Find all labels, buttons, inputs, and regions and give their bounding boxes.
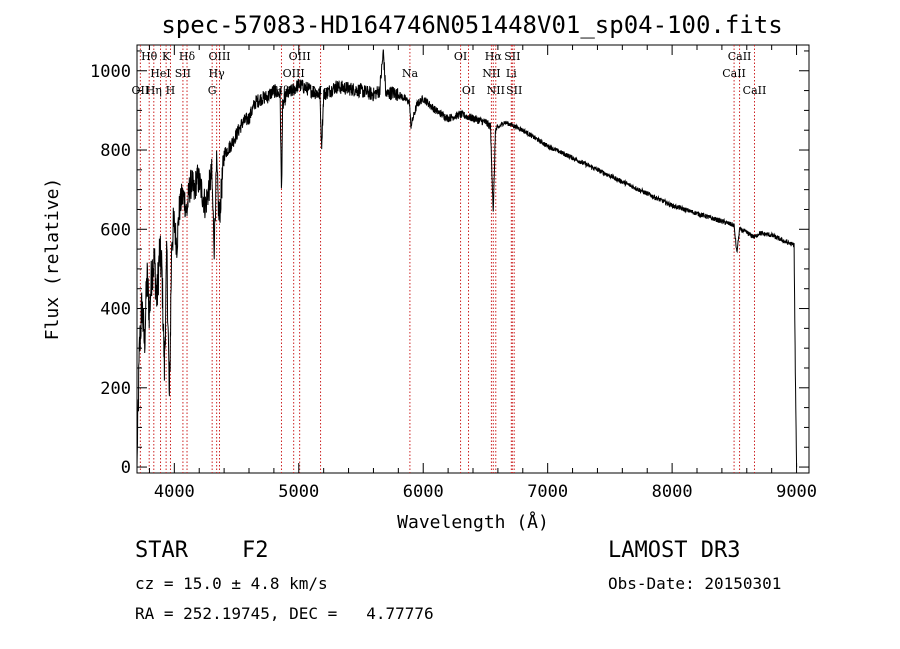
line-label-17: OI (462, 84, 475, 97)
chart-title: spec-57083-HD164746N051448V01_sp04-100.f… (161, 11, 782, 39)
line-label-6: H (166, 84, 176, 97)
line-label-14: Mg (311, 84, 329, 97)
line-label-15: Na (402, 67, 419, 80)
line-label-23: SII (506, 84, 522, 97)
flux-series (136, 49, 798, 468)
survey-name: LAMOST DR3 (608, 538, 741, 563)
y-axis-label: Flux (relative) (42, 178, 63, 341)
object-subclass: F2 (242, 538, 269, 563)
line-label-2: HeI (150, 67, 170, 80)
y-tick-label-0: 0 (121, 458, 131, 478)
y-tick-label-5: 1000 (90, 62, 131, 82)
x-axis-label: Wavelength (Å) (397, 511, 549, 533)
line-label-5: SII (175, 67, 191, 80)
line-label-11: OIII (289, 50, 311, 63)
x-tick-label-4: 8000 (652, 482, 693, 502)
line-label-1: OII (132, 84, 150, 97)
flux-line (136, 49, 798, 468)
x-tick-label-2: 6000 (403, 482, 444, 502)
line-label-3: Hη (146, 84, 162, 97)
y-tick-label-3: 600 (100, 220, 131, 240)
coordinates: RA = 252.19745, DEC = 4.77776 (135, 604, 434, 623)
line-label-4: K (162, 50, 171, 63)
y-tick-label-2: 400 (100, 300, 131, 320)
x-tick-label-0: 4000 (154, 482, 195, 502)
axis-ticks: 4000 5000 6000 7000 8000 9000 0 200 400 600 800 100… (90, 45, 817, 502)
object-class: STAR (135, 538, 188, 563)
line-label-24: CaII (728, 50, 752, 63)
line-label-0: Hθ (141, 50, 158, 63)
line-label-7: Hδ (179, 50, 196, 63)
line-label-9: Hγ (209, 67, 226, 80)
x-tick-label-1: 5000 (278, 482, 319, 502)
line-label-13: Hβ (274, 84, 290, 97)
spectral-line-markers (139, 45, 755, 473)
line-label-16: OI (454, 50, 467, 63)
line-label-21: Li (506, 67, 517, 80)
y-tick-label-4: 800 (100, 141, 131, 161)
x-tick-label-3: 7000 (527, 482, 568, 502)
line-label-18: Hα (485, 50, 503, 63)
line-label-22: NII (487, 84, 505, 97)
redshift-text: cz = 15.0 ± 4.8 km/s (135, 574, 328, 593)
plot-frame (136, 44, 810, 474)
line-label-12: OIII (283, 67, 305, 80)
line-label-8: OIII (208, 50, 230, 63)
y-tick-label-1: 200 (100, 379, 131, 399)
line-label-20: NII (482, 67, 500, 80)
line-label-26: CaII (743, 84, 767, 97)
line-label-25: CaII (722, 67, 746, 80)
x-tick-label-5: 9000 (776, 482, 817, 502)
line-label-10: G (208, 84, 217, 97)
obs-date: Obs-Date: 20150301 (608, 574, 782, 593)
line-label-19: SII (504, 50, 520, 63)
